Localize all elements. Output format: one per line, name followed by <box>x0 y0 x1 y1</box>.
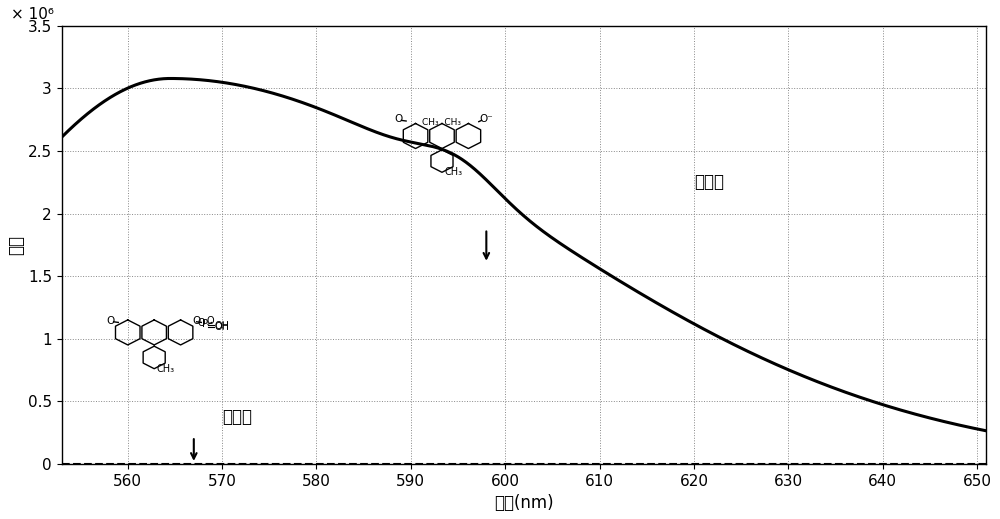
Text: P: P <box>202 319 208 329</box>
Text: 水解后: 水解后 <box>694 173 724 191</box>
Text: O: O <box>394 114 403 124</box>
Text: × 10⁶: × 10⁶ <box>11 7 54 22</box>
Text: 水解前: 水解前 <box>222 408 252 426</box>
Text: CH₃  CH₃: CH₃ CH₃ <box>422 118 461 127</box>
Text: O: O <box>193 316 201 325</box>
Text: O⁻: O⁻ <box>479 114 493 124</box>
Text: O: O <box>198 318 205 328</box>
Text: OH: OH <box>215 322 230 332</box>
Text: OH: OH <box>215 321 230 331</box>
Y-axis label: 强度: 强度 <box>7 235 25 255</box>
Text: O: O <box>207 316 215 326</box>
Text: CH₃: CH₃ <box>444 167 462 177</box>
X-axis label: 波长(nm): 波长(nm) <box>494 494 554 512</box>
Text: O: O <box>107 316 115 325</box>
Text: CH₃: CH₃ <box>156 364 175 374</box>
